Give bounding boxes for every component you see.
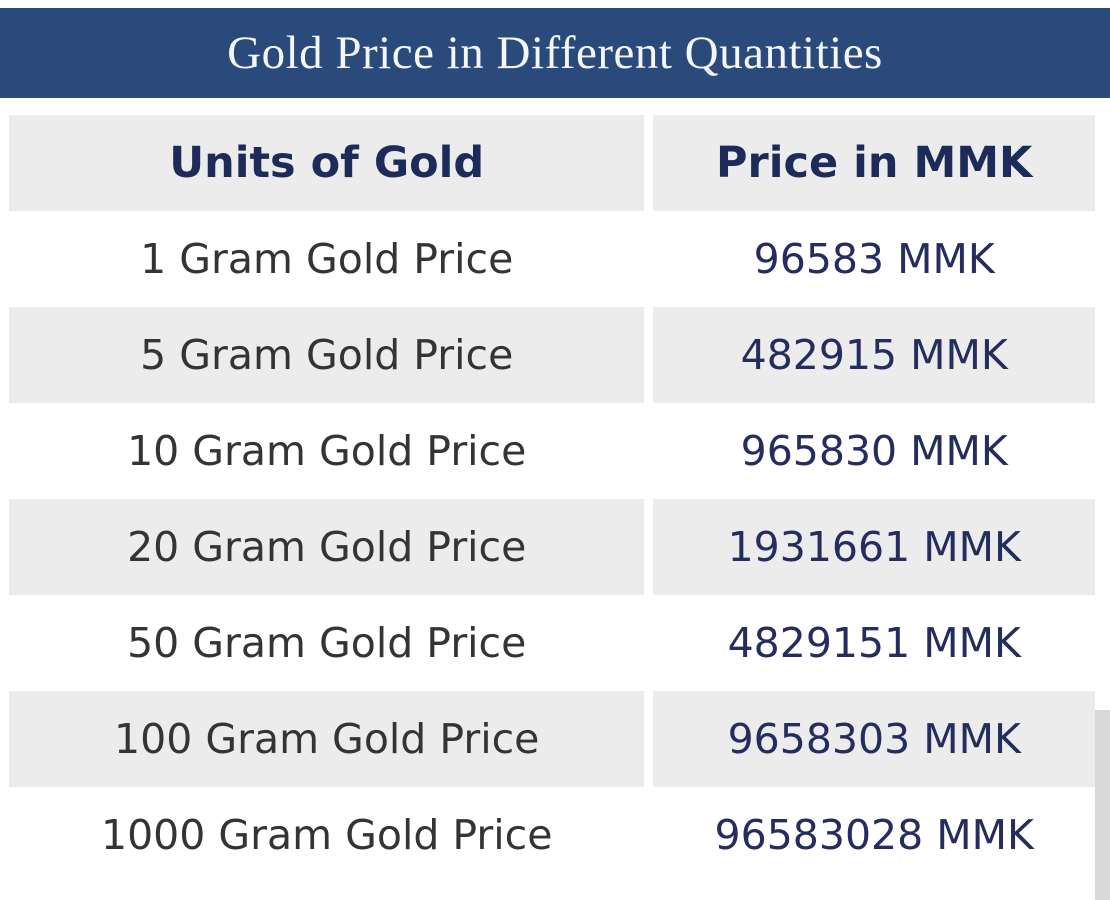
unit-cell: 1000 Gram Gold Price — [9, 787, 645, 883]
price-cell: 96583028 MMK — [653, 787, 1095, 883]
table-row: 20 Gram Gold Price 1931661 MMK — [9, 499, 1095, 595]
table-header-row: Units of Gold Price in MMK — [9, 115, 1095, 211]
price-cell: 9658303 MMK — [653, 691, 1095, 787]
price-cell: 4829151 MMK — [653, 595, 1095, 691]
price-cell: 1931661 MMK — [653, 499, 1095, 595]
table-row: 1000 Gram Gold Price 96583028 MMK — [9, 787, 1095, 883]
unit-cell: 5 Gram Gold Price — [9, 307, 645, 403]
price-cell: 965830 MMK — [653, 403, 1095, 499]
page-edge-strip — [1095, 710, 1110, 900]
price-cell: 96583 MMK — [653, 211, 1095, 307]
table-row: 50 Gram Gold Price 4829151 MMK — [9, 595, 1095, 691]
column-header-units: Units of Gold — [9, 115, 645, 211]
unit-cell: 100 Gram Gold Price — [9, 691, 645, 787]
unit-cell: 10 Gram Gold Price — [9, 403, 645, 499]
table-row: 1 Gram Gold Price 96583 MMK — [9, 211, 1095, 307]
unit-cell: 50 Gram Gold Price — [9, 595, 645, 691]
price-cell: 482915 MMK — [653, 307, 1095, 403]
table-row: 10 Gram Gold Price 965830 MMK — [9, 403, 1095, 499]
table-row: 5 Gram Gold Price 482915 MMK — [9, 307, 1095, 403]
title-bar: Gold Price in Different Quantities — [0, 8, 1110, 98]
unit-cell: 1 Gram Gold Price — [9, 211, 645, 307]
column-header-price: Price in MMK — [653, 115, 1095, 211]
gold-price-table: Units of Gold Price in MMK 1 Gram Gold P… — [0, 115, 1104, 883]
unit-cell: 20 Gram Gold Price — [9, 499, 645, 595]
page: Gold Price in Different Quantities Units… — [0, 8, 1110, 900]
table-row: 100 Gram Gold Price 9658303 MMK — [9, 691, 1095, 787]
page-title: Gold Price in Different Quantities — [227, 27, 883, 79]
